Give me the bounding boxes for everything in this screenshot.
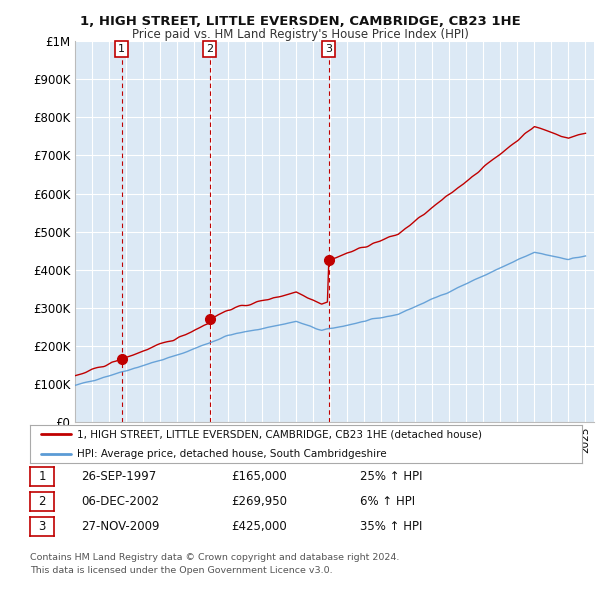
Text: 3: 3 — [38, 520, 46, 533]
Text: 35% ↑ HPI: 35% ↑ HPI — [360, 520, 422, 533]
Text: 25% ↑ HPI: 25% ↑ HPI — [360, 470, 422, 483]
Text: 1, HIGH STREET, LITTLE EVERSDEN, CAMBRIDGE, CB23 1HE: 1, HIGH STREET, LITTLE EVERSDEN, CAMBRID… — [80, 15, 520, 28]
Text: 26-SEP-1997: 26-SEP-1997 — [81, 470, 156, 483]
Text: 2: 2 — [38, 495, 46, 508]
Text: £165,000: £165,000 — [231, 470, 287, 483]
Text: 3: 3 — [325, 44, 332, 54]
Text: Contains HM Land Registry data © Crown copyright and database right 2024.
This d: Contains HM Land Registry data © Crown c… — [30, 553, 400, 575]
Text: 2: 2 — [206, 44, 214, 54]
Text: 1: 1 — [38, 470, 46, 483]
Text: Price paid vs. HM Land Registry's House Price Index (HPI): Price paid vs. HM Land Registry's House … — [131, 28, 469, 41]
Text: 1: 1 — [118, 44, 125, 54]
Text: 06-DEC-2002: 06-DEC-2002 — [81, 495, 159, 508]
Text: 1, HIGH STREET, LITTLE EVERSDEN, CAMBRIDGE, CB23 1HE (detached house): 1, HIGH STREET, LITTLE EVERSDEN, CAMBRID… — [77, 430, 482, 440]
Text: £425,000: £425,000 — [231, 520, 287, 533]
Text: 6% ↑ HPI: 6% ↑ HPI — [360, 495, 415, 508]
Text: HPI: Average price, detached house, South Cambridgeshire: HPI: Average price, detached house, Sout… — [77, 448, 386, 458]
Text: £269,950: £269,950 — [231, 495, 287, 508]
Text: 27-NOV-2009: 27-NOV-2009 — [81, 520, 160, 533]
